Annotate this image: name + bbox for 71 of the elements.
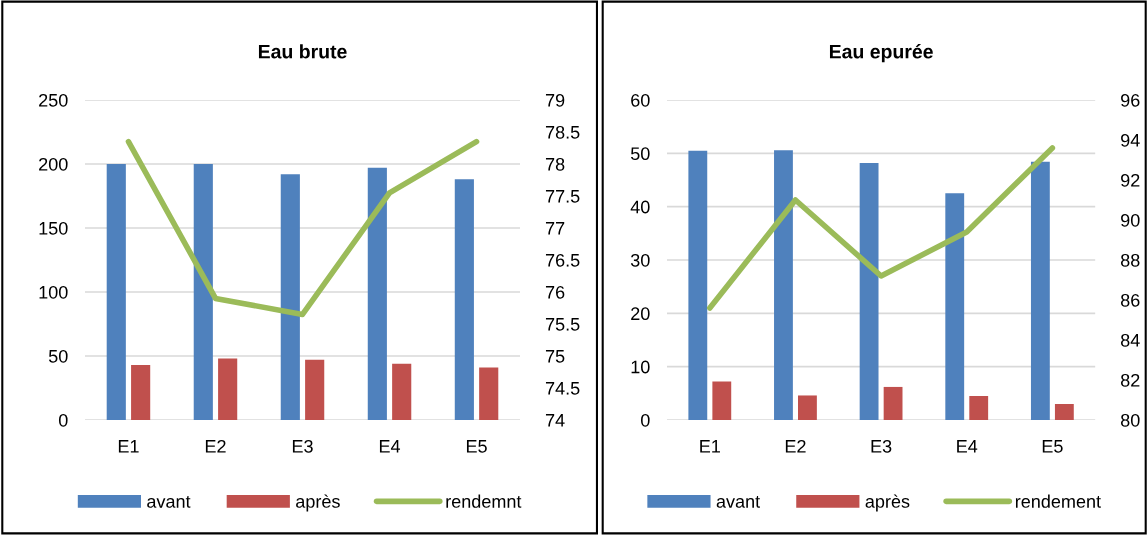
y2-tick-label: 79 xyxy=(545,93,565,107)
y2-tick-label: 78.5 xyxy=(545,125,580,139)
y2-tick-label: 74 xyxy=(545,414,565,427)
y-tick-label: 40 xyxy=(630,200,650,214)
bar xyxy=(883,386,903,420)
y2-tick-label: 86 xyxy=(1120,293,1140,307)
y2-tick-label: 84 xyxy=(1120,333,1140,347)
y2-tick-label: 94 xyxy=(1121,133,1140,147)
bar xyxy=(712,381,732,420)
y2-tick-label: 88 xyxy=(1120,253,1140,267)
x-tick-label: E1 xyxy=(118,440,139,453)
x-tick-label: E2 xyxy=(205,439,226,453)
bar xyxy=(218,358,238,420)
y2-tick-label: 78 xyxy=(545,157,565,171)
legend-label: rendement xyxy=(1015,494,1101,508)
y2-tick-label: 75.5 xyxy=(545,318,580,331)
x-tick-label: E4 xyxy=(957,440,978,453)
bar xyxy=(479,367,499,420)
chart-title: Eau brute xyxy=(258,44,347,59)
legend-label: avant xyxy=(716,496,760,508)
y-tick-label: 50 xyxy=(630,147,650,161)
y2-tick-label: 77 xyxy=(545,222,565,235)
bar xyxy=(131,364,151,420)
bar xyxy=(367,167,387,420)
y-tick-label: 200 xyxy=(39,157,68,171)
y2-tick-label: 74.5 xyxy=(545,382,580,395)
chart-title: Eau epurée xyxy=(829,44,933,63)
y-tick-label: 250 xyxy=(39,93,68,107)
bar xyxy=(305,359,325,420)
x-tick-label: E4 xyxy=(379,440,401,453)
y-tick-label: 20 xyxy=(631,307,650,321)
y2-tick-label: 82 xyxy=(1120,373,1140,387)
y2-tick-label: 75 xyxy=(545,350,565,363)
y2-tick-label: 80 xyxy=(1120,413,1140,427)
y2-tick-label: 76.5 xyxy=(545,253,580,267)
x-tick-label: E2 xyxy=(785,439,806,453)
y-tick-label: 30 xyxy=(630,253,650,267)
y-tick-label: 100 xyxy=(39,285,68,299)
bar xyxy=(859,162,879,420)
bar xyxy=(774,150,793,420)
y2-tick-label: 90 xyxy=(1121,213,1140,227)
bar xyxy=(688,150,708,420)
bar xyxy=(193,164,213,420)
bar xyxy=(1030,161,1050,420)
y-tick-label: 150 xyxy=(39,221,68,235)
y-tick-label: 0 xyxy=(58,413,68,427)
x-tick-label: E5 xyxy=(466,440,487,453)
x-tick-label: E3 xyxy=(871,439,892,453)
legend-label: avant xyxy=(147,496,191,508)
y2-tick-label: 96 xyxy=(1121,93,1140,107)
bar xyxy=(106,164,126,420)
x-tick-label: E5 xyxy=(1042,440,1063,453)
x-tick-label: E1 xyxy=(700,440,720,453)
bar xyxy=(392,363,412,420)
y2-tick-label: 76 xyxy=(545,285,565,299)
y-tick-label: 0 xyxy=(640,413,650,427)
bar xyxy=(945,193,965,420)
y2-tick-label: 77.5 xyxy=(545,190,580,203)
y-tick-label: 60 xyxy=(631,93,650,107)
bar xyxy=(454,179,474,420)
x-tick-label: E3 xyxy=(292,439,313,453)
bar xyxy=(798,395,817,420)
bar xyxy=(280,174,300,420)
legend-label: après xyxy=(296,494,340,512)
bar xyxy=(969,396,989,420)
legend-label: après xyxy=(865,494,910,512)
y-tick-label: 50 xyxy=(48,349,68,363)
legend-label: rendemnt xyxy=(446,494,522,508)
y-tick-label: 10 xyxy=(631,360,650,374)
bar xyxy=(1054,404,1074,420)
y2-tick-label: 92 xyxy=(1121,173,1140,187)
